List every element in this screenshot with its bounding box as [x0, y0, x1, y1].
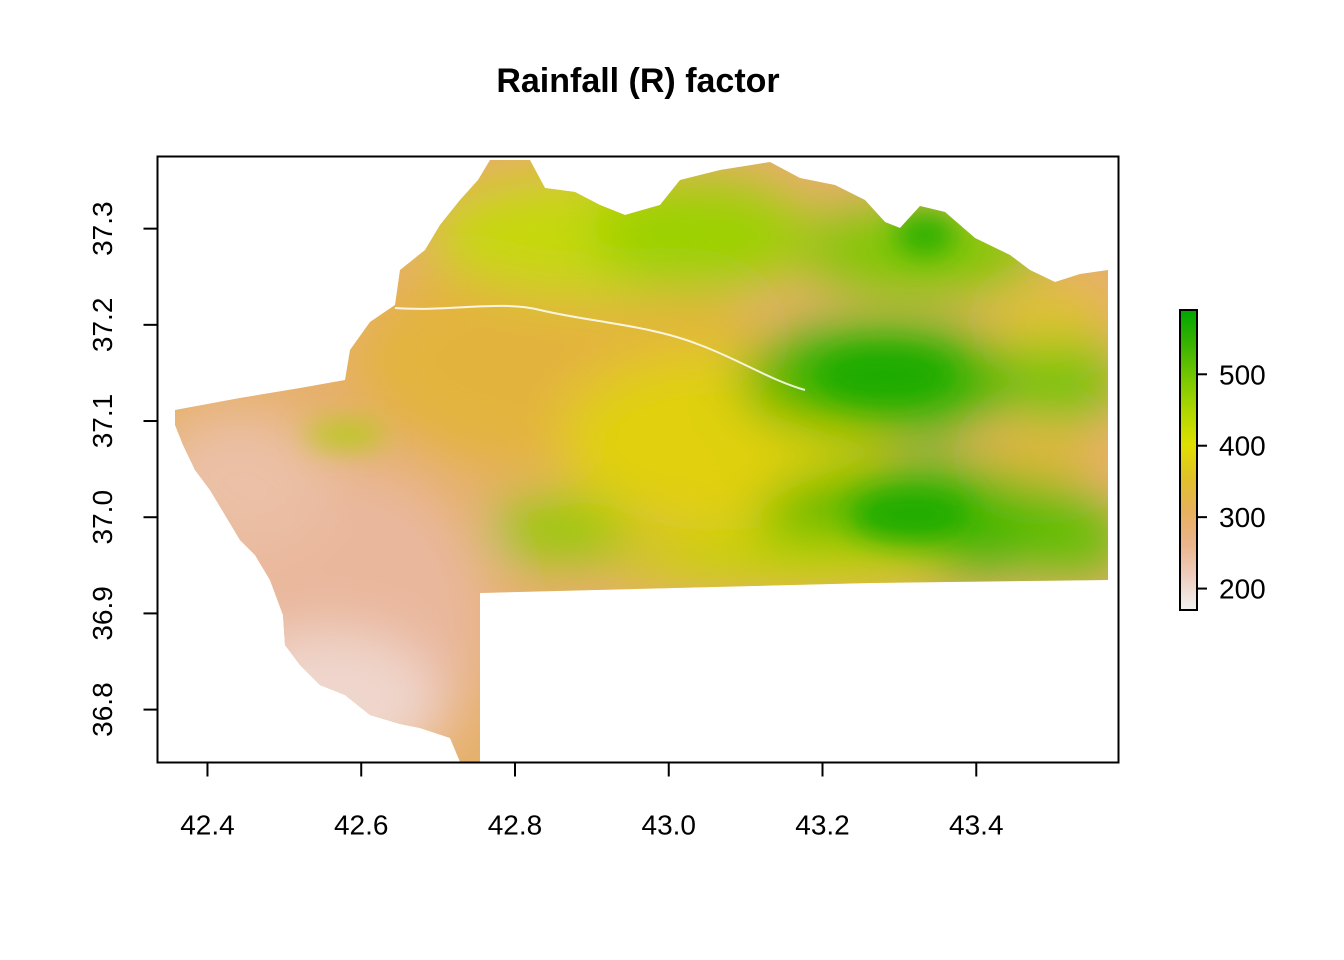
y-tick-label: 37.1	[87, 394, 118, 449]
x-tick-label: 43.2	[795, 810, 850, 841]
x-tick-label: 42.6	[334, 810, 389, 841]
legend-tick-label: 300	[1219, 502, 1266, 533]
rainfall-raster	[175, 160, 1108, 762]
x-tick-label: 43.4	[949, 810, 1004, 841]
x-axis: 42.4 42.6 42.8 43.0 43.2 43.4	[180, 761, 1004, 841]
chart-title: Rainfall (R) factor	[496, 62, 779, 100]
legend-tick-label: 500	[1219, 359, 1266, 390]
legend-tick-label: 400	[1219, 431, 1266, 462]
y-tick-label: 36.9	[87, 586, 118, 641]
y-tick-label: 37.3	[87, 201, 118, 256]
x-tick-label: 43.0	[642, 810, 697, 841]
legend-colorbar	[1179, 309, 1198, 611]
y-tick-label: 37.0	[87, 490, 118, 545]
legend-ticks: 200 300 400 500	[1197, 359, 1266, 605]
legend-tick-label: 200	[1219, 574, 1266, 605]
y-tick-label: 37.2	[87, 298, 118, 353]
y-tick-label: 36.8	[87, 682, 118, 737]
x-tick-label: 42.8	[488, 810, 543, 841]
x-tick-label: 42.4	[180, 810, 235, 841]
color-legend: 200 300 400 500	[1179, 309, 1266, 611]
y-axis: 36.8 36.9 37.0 37.1 37.2 37.3	[87, 201, 159, 737]
